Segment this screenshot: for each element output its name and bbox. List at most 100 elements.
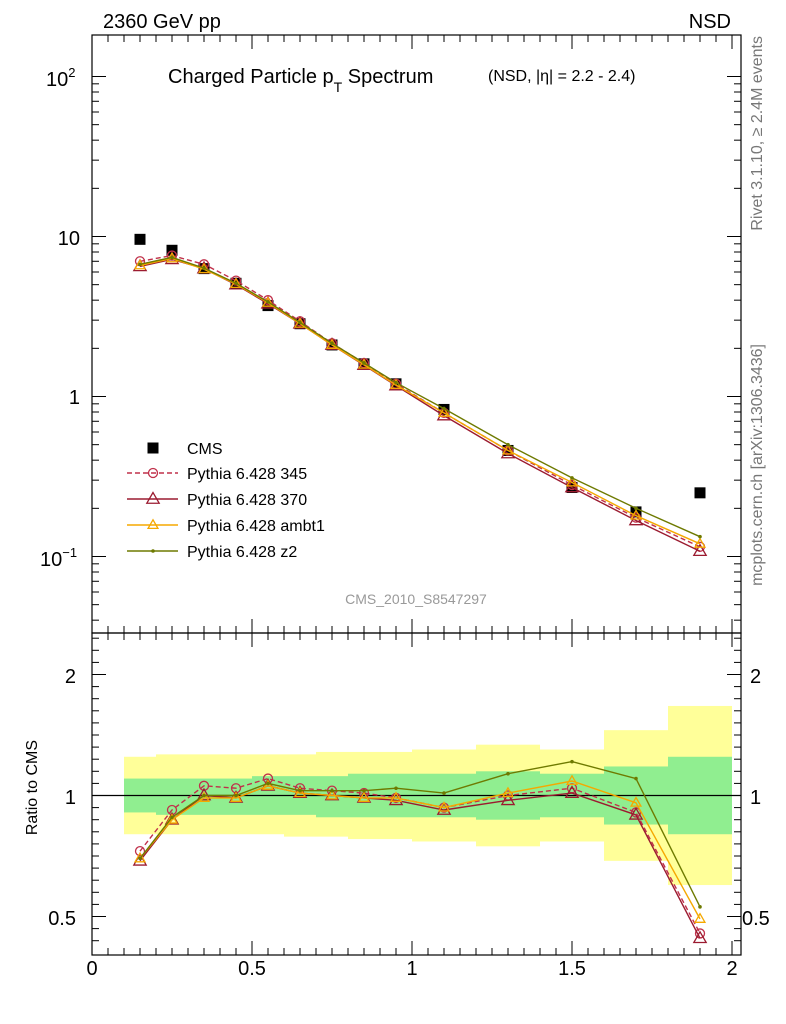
main-title-text-2: Spectrum [342,66,433,88]
ratio-ytick-label-right-1: 1 [750,787,761,809]
ratio-series-3-point-11 [570,759,574,764]
ratio-series-0-point-0 [134,846,146,857]
ratio-series-line-0 [139,777,701,934]
main-series-4-point-7 [362,361,366,365]
legend-marker-3 [146,518,160,530]
ratio-series-line-2 [139,780,701,920]
side-text-top: Rivet 3.1.10, ≥ 2.4M events [749,36,766,231]
main-series-4-point-10 [506,442,510,447]
main-ytick-label-0.1: 10−1 [40,545,77,571]
main-series-4-point-5 [298,320,302,325]
legend-marker-2 [145,491,161,504]
ratio-series-3-point-8 [394,786,398,791]
ratio-series-3-point-5 [298,788,302,793]
xtick-label-2: 2 [726,958,737,980]
main-series-3-point-2 [197,262,211,274]
header-left: 2360 GeV pp [103,11,221,33]
main-title-selection: (NSD, |η| = 2.2 - 2.4) [488,68,635,85]
ratio-series-3-point-13 [698,905,702,909]
main-series-4-point-8 [394,380,398,385]
main-ytick-label-1: 1 [69,387,80,409]
ratio-series-3-point-4 [266,781,270,786]
main-series-4-point-2 [202,266,206,270]
main-title-text: Charged Particle p [168,66,334,88]
ratio-series-2-point-7 [357,791,371,802]
main-series-0-point-0 [134,233,146,245]
legend-marker-1 [147,467,159,479]
legend-marker-4 [151,549,155,553]
ratio-series-3-point-0 [138,856,142,861]
ratio-series-2-point-0 [133,851,147,863]
main-series-1-point-1 [166,250,178,261]
ratio-series-1-point-12 [628,807,644,820]
ratio-ytick-label-left-2: 2 [65,666,76,688]
ratio-series-2-point-11 [565,774,579,786]
legend-label-pythia-345: Pythia 6.428 345 [187,466,307,483]
ratio-plot-frame [91,632,742,956]
xtick-label-0: 0 [86,958,97,980]
main-series-3-point-5 [293,317,307,328]
legend-label-pythia-z2: Pythia 6.428 z2 [187,544,297,561]
ratio-series-2-point-6 [325,788,339,800]
main-series-3-point-4 [261,296,275,307]
main-series-4-point-9 [442,406,446,411]
ratio-ylabel: Ratio to CMS [24,740,41,835]
ratio-series-3-point-10 [506,771,510,776]
xtick-label-0.5: 0.5 [238,958,266,980]
ratio-series-2-point-13 [693,912,707,923]
legend-label-pythia-370: Pythia 6.428 370 [187,492,307,509]
main-series-line-4 [139,256,701,538]
ratio-series-1-point-13 [692,930,708,944]
main-series-4-point-3 [234,281,238,286]
analysis-watermark: CMS_2010_S8547297 [345,591,487,607]
main-series-4-point-11 [570,476,574,480]
ratio-series-line-3 [139,760,701,908]
ratio-series-2-point-1 [165,813,179,824]
ratio-series-2-point-12 [629,796,643,807]
xtick-label-1: 1 [406,958,417,980]
ratio-series-1-point-11 [564,785,580,798]
main-series-3-point-3 [229,277,243,289]
ratio-series-2-point-8 [389,791,403,802]
main-series-4-point-1 [170,255,174,260]
ratio-series-2-point-5 [293,786,307,798]
ratio-series-3-point-6 [330,788,334,793]
ratio-series-2-point-3 [229,791,243,802]
ratio-series-3-point-2 [202,793,206,798]
xtick-label-1.5: 1.5 [558,958,586,980]
main-series-line-3 [139,257,701,545]
ratio-series-1-point-2 [196,787,212,801]
main-series-3-point-9 [437,406,451,417]
ratio-series-0-point-2 [198,780,210,791]
main-series-4-point-4 [266,300,270,304]
main-series-3-point-13 [693,537,707,548]
main-series-4-point-12 [634,506,638,511]
ratio-series-3-point-9 [442,791,446,795]
ratio-band-inner-1 [156,778,188,815]
ratio-ytick-label-left-0.5: 0.5 [48,908,76,930]
main-series-0-point-1 [166,244,178,256]
main-ytick-label-100: 102 [46,65,75,91]
side-text-bottom: mcplots.cern.ch [arXiv:1306.3436] [749,344,766,586]
ratio-series-3-point-12 [634,776,638,781]
main-series-2-point-13 [692,543,708,557]
main-series-4-point-6 [330,341,334,346]
ratio-series-2-point-10 [501,786,515,798]
main-series-3-point-11 [565,476,579,487]
legend-marker-0 [147,442,159,454]
ratio-series-3-point-1 [170,815,174,820]
ratio-series-3-point-3 [234,793,238,798]
main-series-0-point-12 [630,506,642,518]
main-series-4-point-0 [138,262,142,267]
main-ytick-label-10: 10 [58,228,80,250]
legend-label-pythia-ambt1: Pythia 6.428 ambt1 [187,518,325,535]
main-series-0-point-13 [694,487,706,499]
ratio-series-2-point-9 [437,801,451,812]
main-series-3-point-10 [501,443,515,455]
header-right: NSD [689,11,731,33]
ratio-series-1-point-10 [500,792,516,806]
ratio-ytick-label-left-1: 1 [65,787,76,809]
ratio-series-3-point-7 [362,788,366,793]
ratio-ytick-label-right-2: 2 [750,666,761,688]
